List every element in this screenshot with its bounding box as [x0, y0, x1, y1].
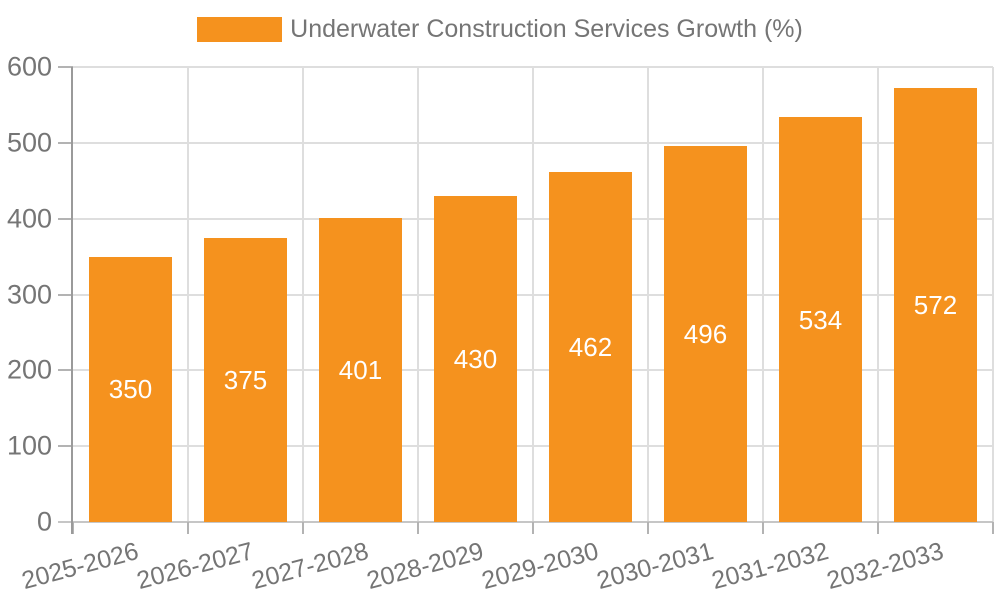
y-axis-tick [58, 217, 73, 220]
bar[interactable] [204, 237, 287, 522]
y-tick-label: 100 [6, 430, 52, 461]
x-axis-tick [992, 522, 994, 534]
bar-value-label: 534 [798, 304, 843, 335]
bar-value-label: 462 [568, 331, 613, 362]
legend-swatch [197, 17, 283, 43]
grid-line-vertical [647, 67, 649, 522]
bar-value-label: 401 [338, 354, 383, 385]
bar[interactable] [434, 195, 517, 522]
grid-line-vertical [187, 67, 189, 522]
grid-line-vertical [532, 67, 534, 522]
grid-line-vertical [417, 67, 419, 522]
bar[interactable] [779, 117, 862, 522]
x-axis-line [58, 521, 993, 523]
plot-area: 0 100 200 300 400 500 600 350 2025-2026 375 2026-2… [7, 53, 994, 595]
y-axis-tick [58, 141, 73, 144]
x-axis-tick [302, 522, 304, 534]
bar[interactable] [894, 88, 977, 522]
y-tick-label: 200 [6, 354, 52, 385]
bar[interactable] [549, 171, 632, 522]
y-axis-tick [58, 66, 73, 68]
x-tick-label: 2028-2029 [363, 537, 487, 596]
y-axis-tick [58, 293, 73, 296]
bar[interactable] [89, 256, 172, 522]
x-tick-label: 2029-2030 [478, 537, 602, 596]
y-tick-label: 300 [6, 279, 52, 309]
grid-line-vertical [762, 67, 764, 522]
x-tick-label: 2032-2033 [823, 537, 947, 596]
bar-value-label: 350 [108, 374, 153, 405]
x-axis-tick [647, 522, 649, 534]
y-tick-label: 0 [36, 506, 52, 537]
bar-value-label: 375 [223, 364, 268, 395]
x-axis-tick [532, 522, 534, 534]
bar-value-label: 572 [913, 290, 958, 321]
x-tick-label: 2030-2031 [593, 537, 717, 596]
bar-value-label: 430 [453, 343, 498, 374]
grid-line-vertical [877, 67, 879, 522]
x-axis-tick [187, 522, 189, 534]
x-tick-label: 2026-2027 [133, 537, 257, 596]
y-axis-tick [58, 369, 73, 372]
y-tick-label: 400 [6, 203, 52, 234]
legend-item[interactable]: Underwater Construction Services Growth … [0, 15, 1000, 44]
y-tick-label: 500 [6, 127, 52, 158]
y-tick-label: 600 [6, 51, 52, 82]
x-axis-tick [877, 522, 879, 534]
y-axis-tick [58, 445, 73, 448]
x-tick-label: 2025-2026 [18, 537, 142, 596]
x-tick-label: 2027-2028 [248, 537, 372, 596]
x-tick-label: 2031-2032 [708, 537, 832, 596]
bar-value-label: 496 [683, 318, 728, 349]
grid-line-vertical [992, 67, 994, 522]
x-axis-tick [417, 522, 419, 534]
x-axis-tick [762, 522, 764, 534]
legend-label: Underwater Construction Services Growth … [290, 15, 803, 43]
x-axis-tick [72, 522, 74, 534]
bar[interactable] [664, 145, 747, 522]
grid-line-vertical [302, 67, 304, 522]
y-axis-line [71, 67, 73, 534]
bar[interactable] [319, 217, 402, 522]
